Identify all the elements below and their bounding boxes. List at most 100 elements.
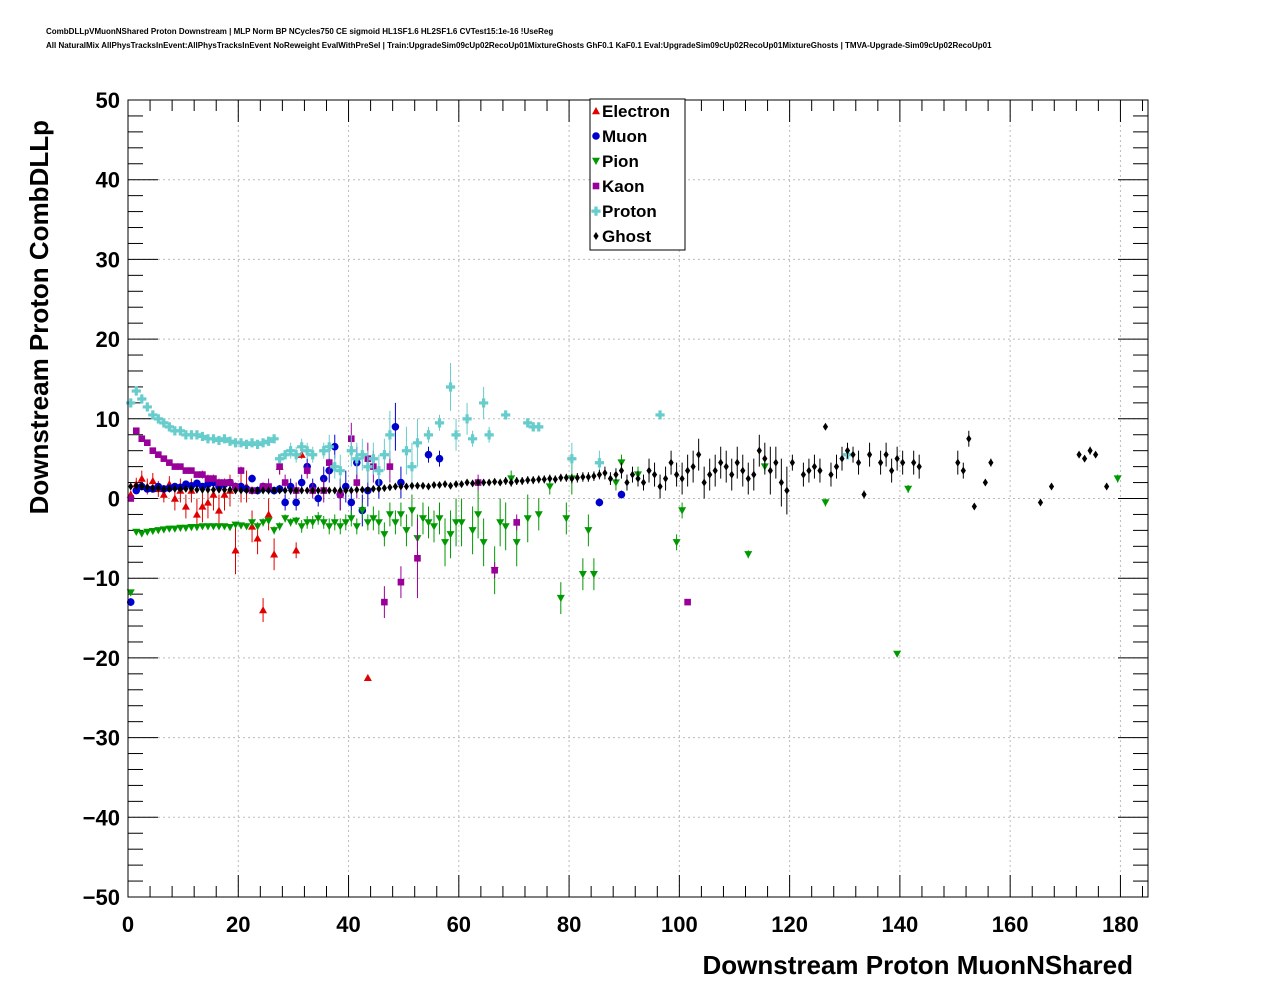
ghost-point — [712, 466, 718, 475]
pion-point — [231, 521, 240, 529]
kaon-point — [491, 566, 498, 574]
ghost-legend-marker — [593, 232, 599, 240]
ghost-point — [563, 473, 569, 482]
ghost-point — [635, 474, 641, 483]
ghost-point — [409, 481, 415, 490]
kaon-point — [397, 578, 405, 586]
ghost-point — [723, 462, 729, 471]
ghost-point — [503, 476, 509, 485]
pion-point — [589, 571, 598, 579]
ghost-point — [469, 479, 476, 488]
y-tick-label: −20 — [83, 646, 120, 671]
pion-point — [380, 531, 389, 539]
ghost-point — [436, 480, 443, 489]
ghost-point — [525, 476, 531, 485]
kaon-point — [143, 439, 151, 447]
ghost-point — [916, 462, 922, 471]
ghost-point — [249, 486, 255, 495]
ghost-point — [602, 468, 608, 477]
ghost-point — [177, 484, 183, 493]
series-pion — [126, 454, 1122, 658]
pion-point — [154, 527, 163, 535]
muon-point — [330, 442, 339, 451]
ghost-point — [221, 485, 228, 494]
ghost-point — [332, 486, 338, 495]
pion-point — [893, 650, 902, 658]
pion-point — [297, 523, 306, 531]
pion-point — [264, 517, 273, 525]
muon-point — [391, 422, 400, 431]
y-tick-label: −30 — [83, 726, 120, 751]
ghost-point — [425, 482, 432, 491]
kaon-point — [325, 459, 333, 466]
pion-point — [821, 499, 830, 507]
legend-label: Electron — [602, 102, 670, 121]
muon-point — [617, 490, 626, 499]
ghost-point — [646, 466, 652, 475]
muon-point — [595, 498, 604, 507]
pion-legend-marker — [592, 157, 600, 165]
ghost-point — [315, 486, 321, 495]
ghost-point — [194, 485, 200, 494]
pion-point — [468, 527, 477, 535]
proton-point — [164, 422, 174, 432]
electron-point — [181, 502, 190, 510]
legend-label: Kaon — [602, 177, 645, 196]
ghost-point — [133, 481, 139, 490]
ghost-point — [701, 478, 707, 487]
proton-point — [142, 402, 152, 412]
muon-point — [248, 474, 256, 483]
electron-point — [170, 494, 179, 502]
ghost-point — [243, 486, 250, 495]
ghost-point — [668, 458, 674, 467]
proton-point — [357, 450, 367, 460]
proton-point — [159, 418, 169, 428]
proton-point — [379, 450, 389, 460]
ghost-point — [464, 478, 470, 487]
ghost-point — [662, 474, 669, 483]
series-proton — [126, 363, 853, 491]
kaon-point — [221, 479, 228, 486]
legend-box — [589, 98, 686, 251]
electron-point — [192, 510, 201, 518]
pion-point — [474, 511, 483, 519]
proton-point — [368, 454, 378, 464]
pion-point — [226, 523, 234, 532]
pion-point — [363, 519, 372, 527]
ghost-point — [508, 478, 514, 487]
proton-point — [137, 394, 147, 404]
ghost-point — [547, 474, 553, 483]
ghost-point — [607, 474, 614, 483]
ghost-point — [673, 470, 680, 479]
pion-point — [270, 527, 279, 535]
electron-point — [198, 502, 207, 510]
pion-point — [347, 515, 356, 523]
pion-point — [341, 519, 350, 527]
ghost-point — [188, 484, 195, 493]
proton-point — [181, 430, 191, 440]
y-tick-label: 30 — [96, 247, 120, 272]
y-tick-label: −10 — [83, 566, 120, 591]
ghost-point — [718, 458, 724, 467]
proton-point — [208, 434, 219, 444]
ghost-point — [866, 450, 873, 459]
ghost-point — [778, 478, 784, 487]
pion-point — [275, 523, 284, 531]
ghost-point — [889, 466, 895, 475]
tick-labels: 0 20 40 60 80 100 120 140 160 180 −50 −40 −30 −20 −10 0… — [83, 88, 1139, 937]
ghost-point — [657, 482, 663, 491]
pion-point — [678, 507, 687, 515]
ghost-point — [1104, 482, 1110, 491]
ghost-point — [299, 486, 305, 495]
pion-point — [452, 519, 461, 527]
ghost-point — [199, 485, 206, 494]
ghost-point — [536, 475, 542, 484]
pion-point — [385, 511, 394, 519]
ghost-point — [966, 434, 972, 443]
proton-point — [567, 454, 577, 464]
pion-point — [148, 527, 157, 536]
proton-point — [501, 410, 511, 420]
ghost-point — [343, 486, 349, 495]
electron-point — [253, 534, 262, 542]
